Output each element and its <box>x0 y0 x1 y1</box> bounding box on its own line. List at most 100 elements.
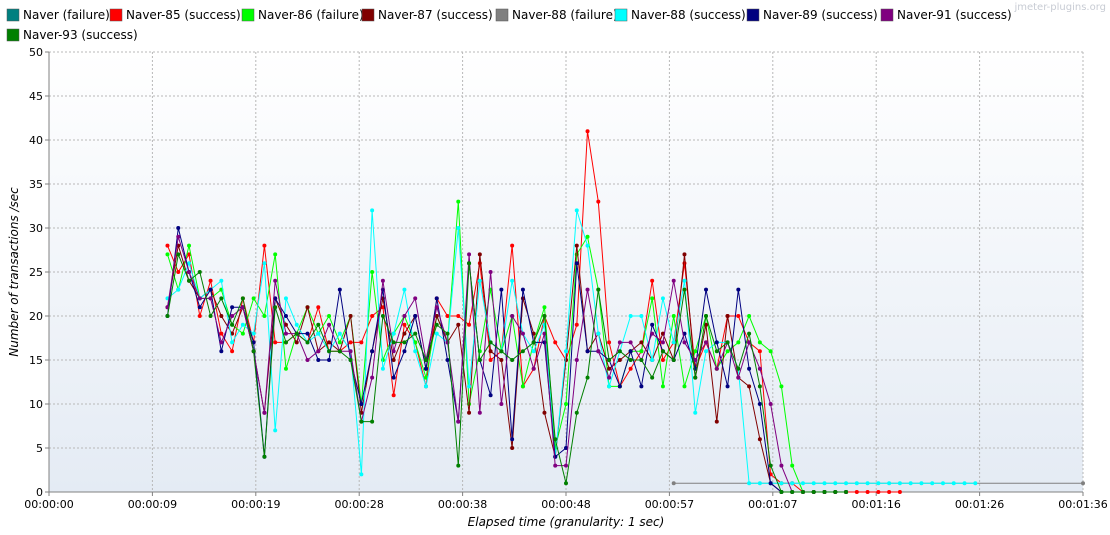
data-point <box>402 287 407 292</box>
data-point <box>639 349 644 354</box>
data-point <box>445 314 450 318</box>
data-point <box>660 296 665 301</box>
data-point <box>768 402 773 406</box>
data-point <box>337 287 342 292</box>
legend-item: Naver-88 (failure) <box>495 8 618 22</box>
legend-label: Naver-89 (success) <box>763 8 878 22</box>
data-point <box>391 331 396 336</box>
data-point <box>294 322 299 327</box>
data-point <box>650 331 655 336</box>
data-point <box>230 349 235 354</box>
data-point <box>596 199 601 204</box>
data-point <box>380 366 385 371</box>
data-point <box>499 349 504 354</box>
data-point <box>617 358 622 362</box>
data-point <box>197 296 202 301</box>
data-point <box>510 358 515 362</box>
data-point <box>542 314 547 318</box>
legend: Naver (failure) Naver-85 (success) Naver-8… <box>6 8 1012 42</box>
data-point <box>757 366 762 371</box>
data-point <box>316 305 321 310</box>
data-point <box>262 314 267 318</box>
y-tick-label: 25 <box>29 266 43 279</box>
data-point <box>456 314 461 318</box>
data-point <box>725 314 730 318</box>
data-point <box>499 402 504 406</box>
data-point <box>176 234 181 239</box>
data-point <box>908 481 913 486</box>
data-point <box>165 243 170 248</box>
data-point <box>542 305 547 310</box>
data-point <box>682 252 687 257</box>
data-point <box>887 481 892 486</box>
data-point <box>790 463 795 468</box>
x-tick-label: 00:00:57 <box>645 498 694 511</box>
data-point <box>434 296 439 301</box>
data-point <box>660 349 665 354</box>
data-point <box>370 419 375 424</box>
data-point <box>704 340 709 345</box>
legend-label: Naver-86 (failure) <box>258 8 364 22</box>
data-point <box>219 278 224 283</box>
data-point <box>574 358 579 362</box>
data-point <box>930 481 935 486</box>
data-point <box>467 261 472 266</box>
data-point <box>607 366 612 371</box>
legend-item: Naver-87 (success) <box>361 8 493 22</box>
data-point <box>176 287 181 292</box>
legend-swatch <box>109 8 123 22</box>
data-point <box>337 340 342 345</box>
data-point <box>736 375 741 380</box>
data-point <box>596 349 601 354</box>
data-point <box>531 349 536 354</box>
data-point <box>520 287 525 292</box>
data-point <box>650 375 655 380</box>
data-point <box>628 358 633 362</box>
data-point <box>348 314 353 318</box>
legend-swatch <box>6 28 20 42</box>
data-point <box>273 278 278 283</box>
data-point <box>650 278 655 283</box>
y-tick-label: 15 <box>29 354 43 367</box>
data-point <box>531 340 536 345</box>
data-point <box>876 481 881 486</box>
data-point <box>283 314 288 318</box>
legend-label: Naver-88 (success) <box>631 8 746 22</box>
data-point <box>779 463 784 468</box>
data-point <box>197 305 202 310</box>
data-point <box>704 349 709 354</box>
data-point <box>865 481 870 486</box>
data-point <box>693 358 698 362</box>
x-tick-label: 00:01:26 <box>955 498 1004 511</box>
series-7 <box>165 234 849 494</box>
data-point <box>294 340 299 345</box>
data-point <box>197 270 202 274</box>
data-point <box>337 349 342 354</box>
data-point <box>337 331 342 336</box>
data-point <box>370 349 375 354</box>
legend-label: Naver-91 (success) <box>897 8 1012 22</box>
data-point <box>251 349 256 354</box>
data-point <box>779 384 784 389</box>
data-point <box>488 393 493 398</box>
data-point <box>628 366 633 371</box>
data-point <box>305 331 310 336</box>
data-point <box>445 358 450 362</box>
data-point <box>445 340 450 345</box>
data-point <box>779 481 784 486</box>
data-point <box>564 402 568 406</box>
data-point <box>359 402 364 406</box>
data-point <box>456 226 461 230</box>
data-point <box>316 358 321 362</box>
data-point <box>434 305 439 310</box>
data-point <box>919 481 924 486</box>
data-point <box>564 446 568 450</box>
x-tick-label: 00:00:28 <box>334 498 383 511</box>
data-point <box>305 340 310 345</box>
data-point <box>283 322 288 327</box>
x-tick-label: 00:01:36 <box>1058 498 1107 511</box>
data-point <box>844 481 849 486</box>
data-point <box>747 331 752 336</box>
data-point <box>423 366 428 371</box>
data-point <box>391 358 396 362</box>
